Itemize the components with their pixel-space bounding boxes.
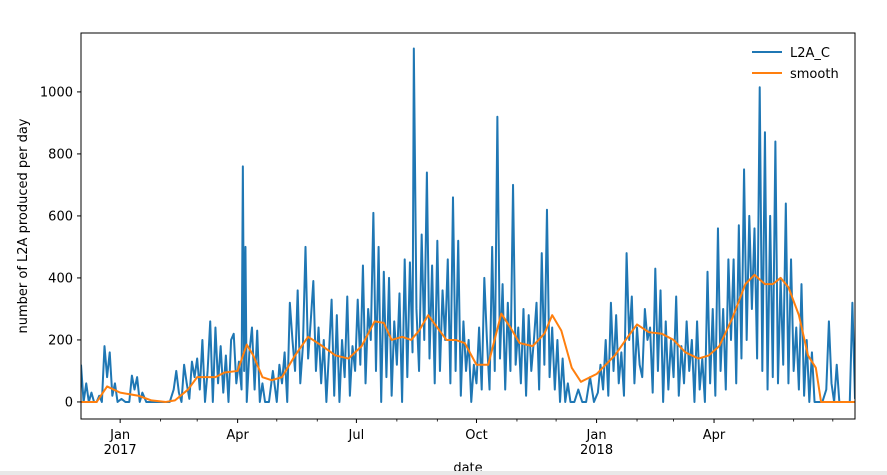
x-tick-label: Jul bbox=[348, 428, 365, 443]
y-tick-label: 200 bbox=[48, 333, 73, 348]
y-tick-label: 1000 bbox=[40, 85, 73, 100]
x-tick-year-label: 2017 bbox=[104, 443, 137, 458]
x-tick-year-label: 2018 bbox=[580, 443, 613, 458]
y-tick-label: 400 bbox=[48, 271, 73, 286]
legend-label-smooth: smooth bbox=[790, 67, 839, 82]
y-axis-label: number of L2A produced per day bbox=[16, 118, 31, 333]
x-tick-label: Apr bbox=[226, 428, 249, 443]
axes-frame bbox=[80, 32, 856, 420]
y-axis: 0 200 400 600 800 1000 bbox=[40, 85, 81, 410]
series-line-l2a-c bbox=[81, 47, 855, 403]
x-tick-label: Jan bbox=[586, 428, 607, 443]
legend: L2A_C smooth bbox=[752, 46, 839, 82]
series-layer bbox=[81, 47, 855, 403]
y-tick-label: 0 bbox=[65, 395, 73, 410]
plot-area bbox=[80, 32, 856, 420]
series-line-smooth bbox=[81, 273, 855, 403]
y-tick-label: 600 bbox=[48, 209, 73, 224]
legend-label-l2a-c: L2A_C bbox=[790, 46, 830, 61]
bottom-edge-strip bbox=[0, 471, 887, 475]
x-tick-label: Oct bbox=[465, 428, 487, 443]
x-tick-label: Jan bbox=[109, 428, 130, 443]
y-tick-label: 800 bbox=[48, 147, 73, 162]
x-tick-label: Apr bbox=[703, 428, 726, 443]
